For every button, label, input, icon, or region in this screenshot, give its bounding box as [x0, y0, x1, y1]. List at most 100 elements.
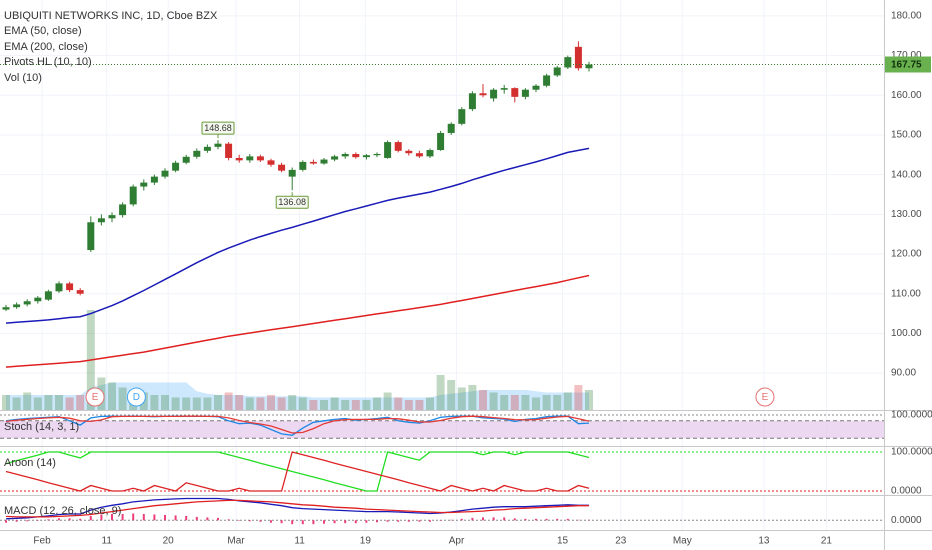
event-label: E	[762, 392, 769, 403]
candle-body	[66, 283, 74, 291]
volume-bar	[457, 387, 466, 410]
volume-bar	[447, 380, 456, 410]
volume-bar	[415, 400, 424, 410]
macd-histogram-bar	[47, 519, 50, 521]
volume-bar	[214, 395, 222, 410]
volume-bar	[532, 397, 540, 410]
macd-histogram-bar	[386, 520, 389, 522]
volume-bar	[76, 395, 85, 410]
macd-histogram-bar	[407, 520, 410, 522]
y-tick-label: 110.00	[891, 288, 921, 299]
volume-bar	[65, 397, 74, 410]
volume-bar	[309, 400, 318, 410]
macd-histogram-bar	[429, 520, 431, 522]
volume-bar	[341, 400, 350, 410]
macd-histogram-bar	[301, 520, 304, 525]
candle-body	[405, 150, 413, 154]
candle-body	[87, 222, 95, 251]
y-tick-label: 100.0000	[891, 447, 932, 458]
macd-line	[5, 499, 589, 518]
macd-histogram-bar	[89, 515, 92, 521]
macd-histogram-bar	[588, 519, 590, 521]
candle-body	[574, 46, 582, 69]
y-tick-label: 180.00	[891, 11, 922, 22]
candle-body	[235, 157, 243, 161]
volume-bar	[404, 400, 413, 410]
pivot-label: 148.68	[204, 123, 232, 133]
macd-histogram-bar	[354, 520, 357, 524]
last-price-tag	[885, 56, 931, 73]
candle-body	[119, 204, 127, 216]
macd-histogram-bar	[227, 519, 230, 521]
macd-histogram-bar	[111, 513, 113, 521]
volume-bar	[362, 400, 371, 410]
x-tick-label: 20	[163, 536, 175, 547]
candle-body	[500, 88, 508, 90]
indicator-name: Stoch (14, 3, 1)	[4, 421, 79, 433]
macd-histogram-bar	[418, 520, 421, 522]
candle-body	[490, 89, 498, 99]
candle-body	[458, 109, 466, 124]
candle-body	[373, 153, 381, 156]
candle-body	[532, 85, 540, 90]
volume-bar	[510, 395, 519, 410]
x-tick-label: 23	[615, 536, 627, 547]
candle-body	[426, 150, 434, 157]
macd-histogram-bar	[26, 520, 29, 522]
macd-histogram-bar	[185, 515, 188, 521]
y-tick-label: 150.00	[891, 130, 922, 141]
volume-bar	[500, 395, 509, 410]
macd-histogram-bar	[36, 520, 39, 521]
volume-bar	[44, 395, 53, 410]
candle-body	[479, 93, 487, 96]
candle-body	[129, 186, 137, 205]
macd-histogram-bar	[259, 520, 262, 522]
legend-entry: EMA (200, close)	[4, 41, 88, 53]
event-marker	[126, 387, 146, 407]
stoch-line	[5, 415, 590, 434]
macd-histogram-bar	[460, 518, 463, 521]
macd-histogram-bar	[248, 520, 251, 522]
volume-bar	[436, 375, 445, 410]
y-tick-label: 170.00	[891, 50, 922, 61]
candle-body	[55, 283, 63, 292]
macd-histogram-bar	[217, 517, 219, 521]
macd-histogram-bar	[291, 520, 294, 525]
x-tick-label: Feb	[33, 536, 51, 547]
legend-entry: Vol (10)	[4, 72, 42, 84]
volume-bar	[383, 392, 392, 410]
macd-histogram-bar	[556, 518, 559, 521]
volume-bar	[542, 395, 551, 410]
macd-histogram-bar	[513, 518, 516, 521]
macd-histogram-bar	[376, 520, 378, 523]
x-tick-label: 19	[360, 536, 372, 547]
candle-body	[108, 215, 116, 219]
macd-histogram-bar	[280, 520, 283, 524]
volume-bar	[256, 397, 265, 410]
macd-histogram-bar	[58, 518, 60, 521]
x-tick-label: 11	[294, 536, 305, 547]
volume-bar	[351, 400, 360, 410]
volume-bar	[288, 395, 297, 410]
candle-body	[543, 75, 551, 86]
candle-body	[34, 297, 42, 302]
volume-bar	[150, 395, 159, 410]
pivot-box	[275, 195, 309, 209]
candle-body	[352, 153, 360, 158]
x-tick-label: Apr	[449, 536, 465, 547]
candle-body	[288, 169, 296, 177]
x-tick-label: 11	[102, 536, 113, 547]
macd-histogram-bar	[206, 517, 209, 521]
candle-body	[97, 218, 105, 223]
event-label: E	[92, 392, 99, 403]
candle-body	[585, 64, 593, 69]
macd-histogram-bar	[79, 518, 82, 521]
volume-bar	[479, 390, 487, 410]
volume-bar	[394, 397, 403, 410]
macd-histogram-bar	[344, 520, 347, 524]
volume-bar	[426, 397, 434, 410]
candle-body	[140, 182, 148, 187]
volume-bar	[224, 392, 233, 410]
candle-body	[23, 301, 31, 305]
